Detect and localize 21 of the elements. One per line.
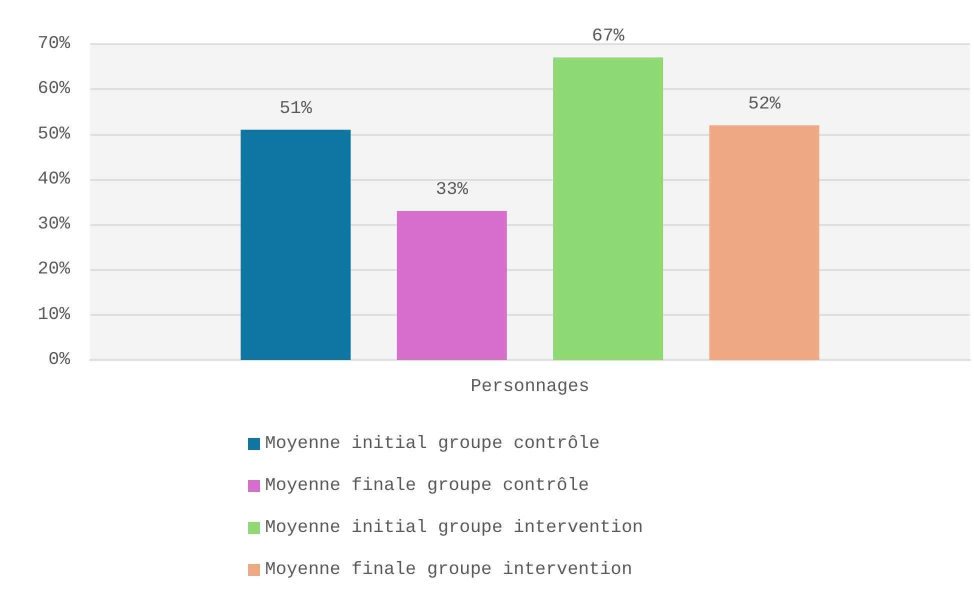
y-tick-label: 0% bbox=[48, 350, 70, 370]
legend-label: Moyenne finale groupe contrôle bbox=[265, 476, 590, 496]
data-label: 33% bbox=[436, 180, 468, 200]
data-label: 52% bbox=[748, 94, 781, 114]
data-label: 67% bbox=[592, 26, 624, 47]
legend-label: Moyenne initial groupe intervention bbox=[265, 518, 644, 538]
data-label: 51% bbox=[279, 98, 312, 119]
y-tick-label: 20% bbox=[38, 260, 70, 280]
y-tick-label: 50% bbox=[38, 124, 70, 144]
y-tick-label: 70% bbox=[38, 34, 70, 54]
legend-label: Moyenne initial groupe contrôle bbox=[265, 434, 600, 454]
legend-label: Moyenne finale groupe intervention bbox=[265, 560, 632, 580]
bar bbox=[553, 58, 664, 360]
y-tick-label: 30% bbox=[38, 214, 70, 235]
y-tick-label: 10% bbox=[38, 304, 70, 325]
y-tick-label: 40% bbox=[38, 169, 70, 190]
bar bbox=[709, 125, 820, 360]
bar bbox=[396, 211, 507, 360]
y-tick-label: 60% bbox=[38, 79, 70, 100]
bar bbox=[240, 130, 351, 360]
x-tick-label: Personnages bbox=[470, 377, 590, 397]
